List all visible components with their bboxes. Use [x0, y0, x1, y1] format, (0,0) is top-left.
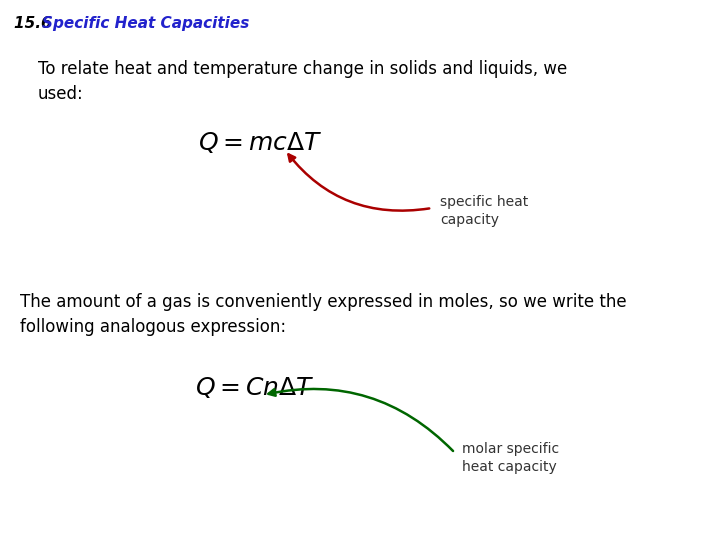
Text: 15.6: 15.6 [14, 16, 57, 31]
Text: The amount of a gas is conveniently expressed in moles, so we write the
followin: The amount of a gas is conveniently expr… [20, 293, 626, 336]
Text: specific heat
capacity: specific heat capacity [440, 195, 528, 227]
Text: Specific Heat Capacities: Specific Heat Capacities [42, 16, 249, 31]
Text: $Q = mc\Delta T$: $Q = mc\Delta T$ [198, 130, 323, 155]
Text: To relate heat and temperature change in solids and liquids, we
used:: To relate heat and temperature change in… [38, 60, 567, 103]
Text: molar specific
heat capacity: molar specific heat capacity [462, 442, 559, 475]
Text: $Q = Cn\Delta T$: $Q = Cn\Delta T$ [195, 375, 315, 400]
